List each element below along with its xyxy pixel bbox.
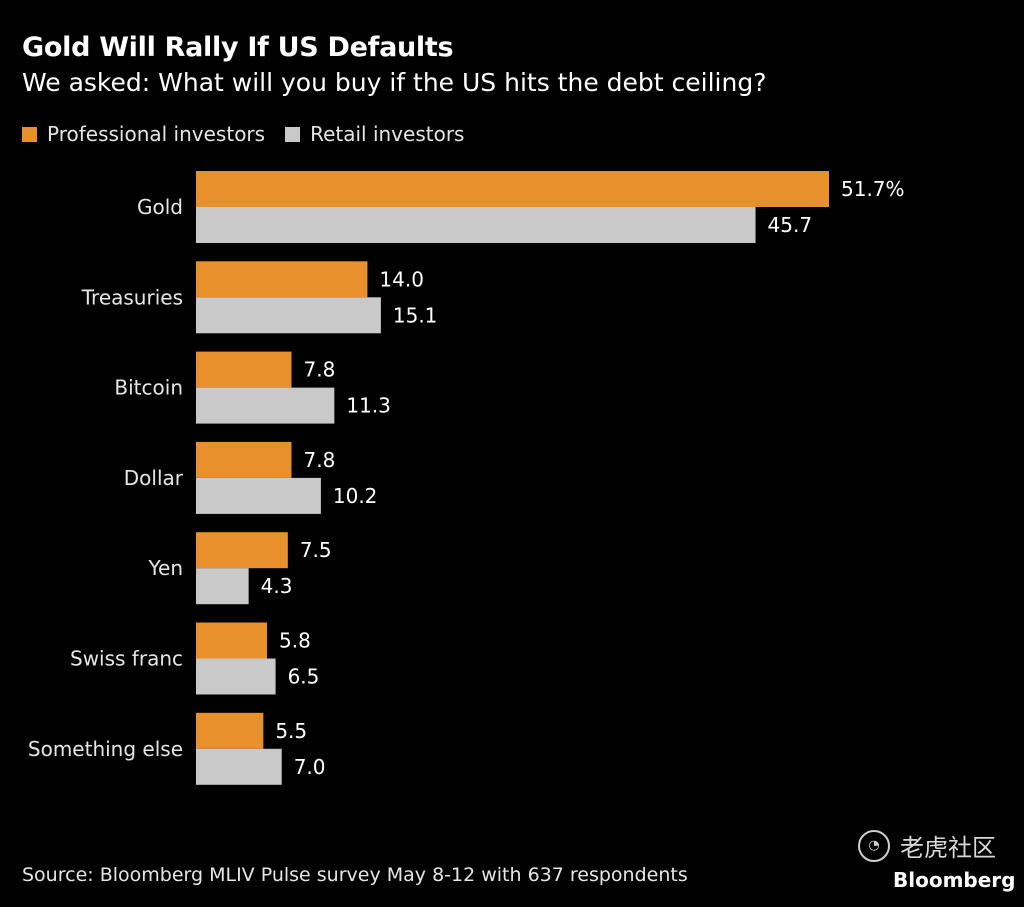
legend-swatch-professional (22, 126, 37, 142)
source-note: Source: Bloomberg MLIV Pulse survey May … (22, 864, 688, 886)
value-label-professional-investors-treasuries: 14.0 (379, 267, 424, 291)
brand-logo: Bloomberg (893, 868, 1016, 892)
bar-retail-investors-swiss-franc (196, 658, 276, 695)
value-label-professional-investors-something-else: 5.5 (275, 719, 307, 743)
value-label-professional-investors-bitcoin: 7.8 (304, 358, 336, 382)
value-label-retail-investors-bitcoin: 11.3 (346, 394, 391, 418)
bar-retail-investors-dollar (196, 477, 321, 514)
category-label-gold: Gold (137, 195, 183, 219)
category-label-dollar: Dollar (124, 466, 184, 490)
bar-retail-investors-bitcoin (196, 387, 335, 424)
legend-label-professional: Professional investors (47, 122, 266, 146)
bar-retail-investors-gold (196, 207, 756, 243)
value-label-professional-investors-gold: 51.7% (841, 177, 905, 201)
legend-swatch-retail (285, 126, 301, 142)
category-label-swiss-franc: Swiss franc (70, 647, 183, 671)
legend-item-professional: Professional investors (22, 122, 265, 146)
legend: Professional investors Retail investors (22, 122, 484, 146)
chart-subtitle: We asked: What will you buy if the US hi… (22, 68, 767, 97)
bar-professional-investors-bitcoin (196, 351, 292, 388)
value-label-retail-investors-swiss-franc: 6.5 (288, 665, 320, 689)
legend-label-retail: Retail investors (310, 122, 465, 146)
category-label-something-else: Something else (28, 737, 183, 761)
category-label-treasuries: Treasuries (81, 285, 183, 309)
bar-professional-investors-something-else (196, 712, 264, 749)
bar-retail-investors-treasuries (196, 297, 381, 334)
bar-professional-investors-yen (196, 532, 288, 569)
category-label-bitcoin: Bitcoin (114, 376, 183, 400)
tiger-logo-icon: ◔ (858, 829, 890, 862)
chart-title: Gold Will Rally If US Defaults (22, 32, 454, 63)
value-label-retail-investors-gold: 45.7 (768, 213, 813, 237)
value-label-professional-investors-dollar: 7.8 (304, 448, 336, 472)
bar-professional-investors-swiss-franc (196, 622, 268, 659)
watermark: ◔ 老虎社区 (858, 828, 996, 863)
legend-item-retail: Retail investors (285, 122, 464, 146)
bar-retail-investors-something-else (196, 748, 282, 785)
bar-professional-investors-treasuries (196, 261, 368, 298)
value-label-retail-investors-treasuries: 15.1 (393, 303, 438, 327)
category-label-yen: Yen (147, 556, 183, 580)
value-label-professional-investors-swiss-franc: 5.8 (279, 629, 311, 653)
bar-professional-investors-dollar (196, 441, 292, 478)
bar-professional-investors-gold (196, 171, 829, 207)
value-label-retail-investors-something-else: 7.0 (294, 755, 326, 779)
value-label-retail-investors-dollar: 10.2 (333, 484, 378, 508)
value-label-professional-investors-yen: 7.5 (300, 538, 332, 562)
bar-retail-investors-yen (196, 568, 249, 605)
value-label-retail-investors-yen: 4.3 (261, 574, 293, 598)
watermark-text: 老虎社区 (900, 834, 996, 862)
